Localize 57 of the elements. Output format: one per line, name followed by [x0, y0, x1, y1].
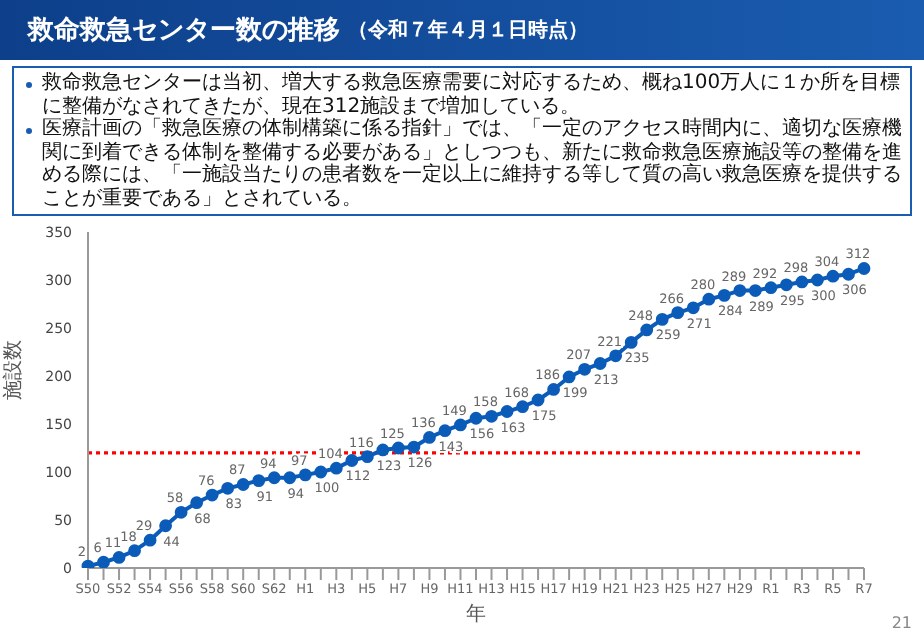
x-axis-title: 年	[466, 602, 486, 626]
point	[360, 450, 374, 464]
point	[578, 362, 592, 376]
point	[531, 393, 545, 407]
point	[314, 465, 328, 479]
point	[392, 441, 405, 455]
text: 21	[891, 614, 912, 632]
point	[842, 267, 855, 281]
point	[624, 336, 638, 349]
point	[329, 461, 343, 475]
point	[283, 471, 297, 485]
point	[128, 544, 141, 558]
point	[702, 292, 716, 306]
point	[686, 301, 700, 315]
y-axis-title: 施設数	[1, 340, 26, 400]
point	[205, 488, 219, 502]
point	[190, 496, 204, 510]
point	[469, 411, 483, 425]
point	[671, 306, 685, 320]
point	[826, 269, 840, 283]
point	[345, 454, 359, 467]
point	[252, 474, 266, 488]
point	[97, 555, 110, 568]
chart-title: 救命救急センター数の推移	[28, 14, 340, 48]
point	[485, 409, 498, 423]
point	[655, 312, 669, 326]
point	[236, 478, 250, 491]
point	[733, 284, 747, 297]
text: 救命救急センターは当初、増大する救急医療需要に対応するため、概ね100万人に１か所を目標に整備がなされてきたが、現在312施設まで増加している。	[42, 72, 902, 117]
point	[407, 440, 421, 454]
point	[298, 468, 312, 482]
point	[376, 443, 390, 457]
point	[857, 262, 871, 275]
point	[454, 418, 467, 432]
chart-subtitle: （令和７年４月１日時点）	[348, 17, 588, 44]
point	[221, 481, 235, 495]
point	[267, 471, 281, 485]
point	[640, 323, 654, 337]
point	[500, 405, 514, 418]
point	[593, 357, 607, 370]
point	[143, 533, 157, 547]
point	[795, 275, 809, 289]
point	[174, 505, 188, 519]
point	[748, 284, 762, 297]
point	[562, 370, 576, 384]
point	[423, 431, 436, 444]
point	[811, 273, 824, 287]
point	[159, 519, 172, 533]
point	[780, 278, 793, 292]
point	[516, 400, 529, 414]
point	[764, 281, 778, 295]
text: 医療計画の「救急医療の体制構築に係る指針」では、「一定のアクセス時間内に、適切な医療機関に到着できる体制を整備する必要がある」としつつも、新たに救命救急医療施設等の整備を進める際には、「一施設当たりの患者数を一定以上に維持する等して質の高い救急医療を提供することが重要である」とされている。	[42, 118, 902, 210]
point	[112, 551, 126, 564]
point	[547, 383, 560, 396]
point	[609, 349, 623, 363]
point	[438, 424, 452, 438]
point	[717, 288, 731, 302]
